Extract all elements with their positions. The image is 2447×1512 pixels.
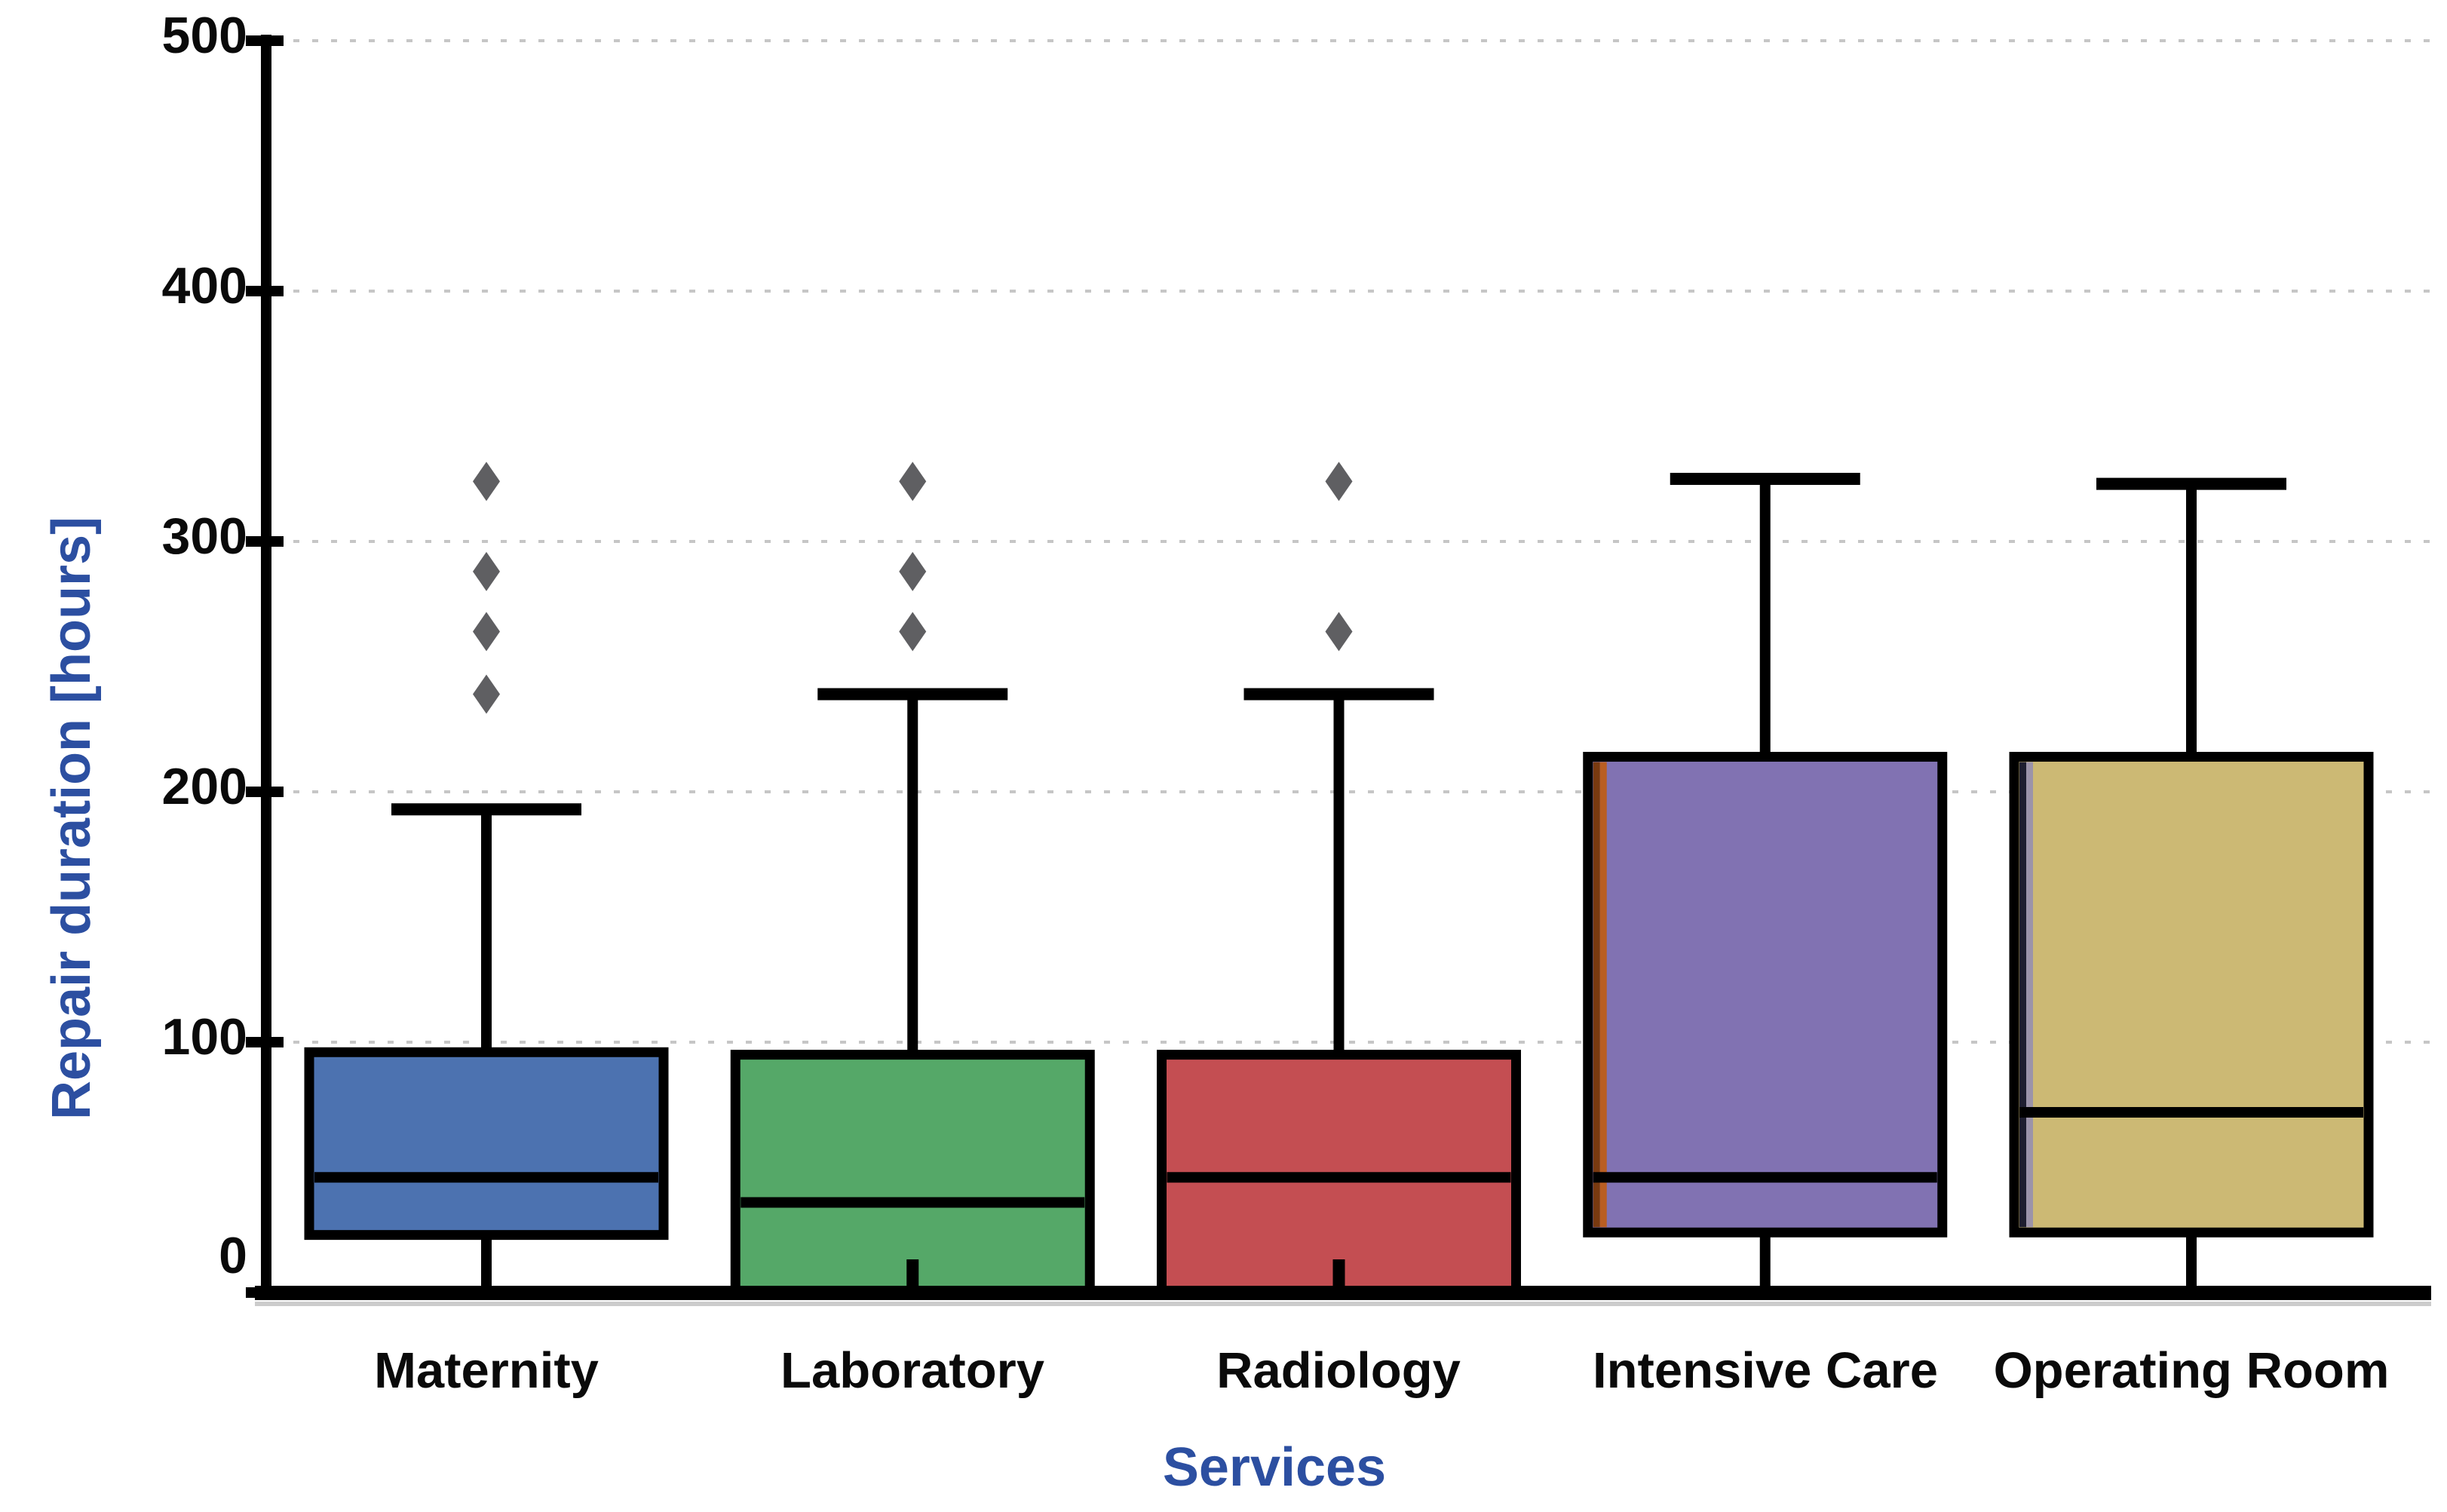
x-axis-spine	[255, 1286, 2431, 1300]
y-tick-label-300: 300	[161, 508, 247, 565]
y-axis-spine	[261, 35, 271, 1300]
y-tick-label-400: 400	[161, 257, 247, 314]
whisker-lower-stub-radiology	[1332, 1259, 1345, 1293]
outlier-marker-maternity	[473, 462, 500, 501]
y-tick-200	[246, 787, 284, 797]
y-tick-0	[246, 1287, 284, 1298]
y-tick-400	[246, 286, 284, 296]
x-tick-label-maternity: Maternity	[374, 1342, 599, 1399]
box-operating-room	[2009, 752, 2374, 1238]
y-tick-300	[246, 536, 284, 547]
whisker-lower-stub-laboratory	[906, 1259, 919, 1293]
outlier-marker-laboratory	[899, 612, 927, 652]
x-axis-title: Services	[1162, 1437, 1387, 1498]
box-intensive-care	[1583, 752, 1948, 1238]
y-tick-label-0: 0	[219, 1227, 247, 1284]
x-tick-label-laboratory: Laboratory	[780, 1342, 1044, 1399]
outlier-marker-maternity	[473, 551, 500, 591]
y-tick-label-100: 100	[161, 1008, 247, 1066]
box-left-accent-0-operating-room	[2019, 762, 2026, 1228]
outlier-marker-radiology	[1325, 462, 1353, 501]
x-tick-label-radiology: Radiology	[1216, 1342, 1461, 1399]
box-left-accent-1-intensive-care	[1599, 762, 1607, 1228]
x-tick-label-operating-room: Operating Room	[1993, 1342, 2390, 1399]
x-tick-label-intensive-care: Intensive Care	[1592, 1342, 1939, 1399]
y-tick-100	[246, 1037, 284, 1047]
outlier-marker-laboratory	[899, 462, 927, 501]
outlier-marker-maternity	[473, 674, 500, 714]
outlier-marker-laboratory	[899, 551, 927, 591]
y-tick-500	[246, 35, 284, 46]
y-tick-label-200: 200	[161, 758, 247, 815]
box-left-accent-0-intensive-care	[1593, 762, 1600, 1228]
x-axis-shadow	[255, 1302, 2431, 1306]
outlier-marker-maternity	[473, 612, 500, 652]
box-maternity	[304, 1047, 669, 1241]
box-laboratory	[730, 1050, 1095, 1298]
y-tick-label-500: 500	[161, 7, 247, 64]
box-left-accent-1-operating-room	[2026, 762, 2033, 1228]
outlier-marker-radiology	[1325, 612, 1353, 652]
